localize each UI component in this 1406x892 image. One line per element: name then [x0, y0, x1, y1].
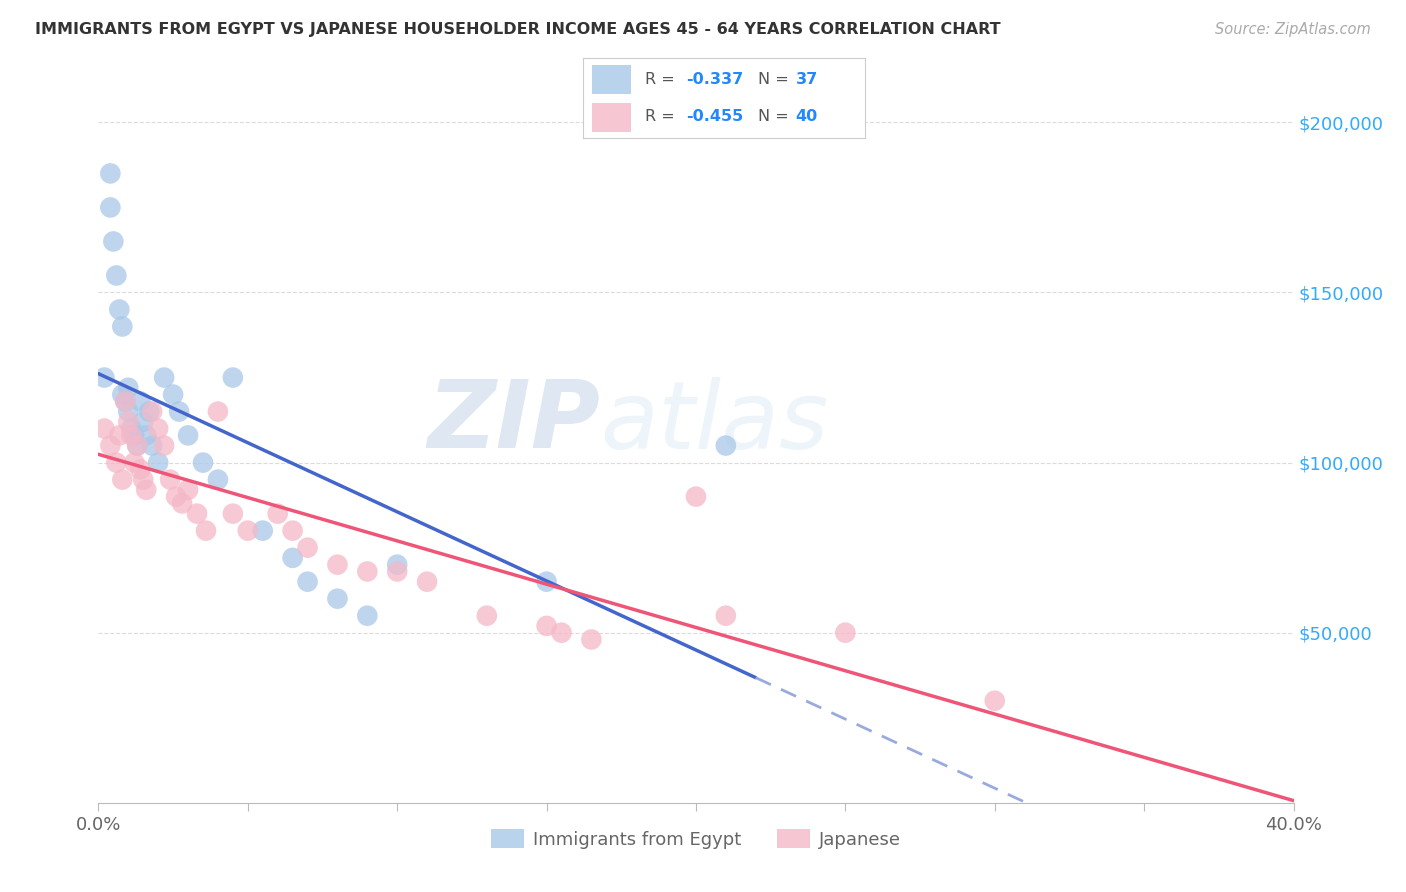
- Point: [93, 370, 115, 384]
- Point: [536, 574, 558, 589]
- Point: [326, 591, 349, 606]
- Point: [186, 507, 208, 521]
- Point: [297, 574, 319, 589]
- Point: [105, 268, 128, 283]
- Point: [167, 404, 190, 418]
- Text: 40: 40: [796, 109, 818, 124]
- Point: [550, 625, 572, 640]
- Point: [141, 439, 163, 453]
- Point: [135, 428, 157, 442]
- Text: R =: R =: [645, 72, 681, 87]
- Point: [148, 456, 170, 470]
- Point: [162, 387, 184, 401]
- Point: [111, 319, 134, 334]
- Point: [135, 483, 157, 497]
- Point: [177, 483, 200, 497]
- Point: [222, 507, 245, 521]
- Point: [132, 473, 155, 487]
- Point: [120, 421, 142, 435]
- Point: [281, 524, 304, 538]
- Point: [132, 415, 155, 429]
- Text: -0.455: -0.455: [686, 109, 744, 124]
- Point: [108, 428, 131, 442]
- Point: [117, 404, 139, 418]
- Point: [127, 439, 149, 453]
- Text: R =: R =: [645, 109, 681, 124]
- Point: [195, 524, 218, 538]
- Legend: Immigrants from Egypt, Japanese: Immigrants from Egypt, Japanese: [484, 822, 908, 856]
- Text: N =: N =: [758, 109, 794, 124]
- Point: [297, 541, 319, 555]
- Point: [117, 381, 139, 395]
- Point: [207, 404, 229, 418]
- Text: -0.337: -0.337: [686, 72, 744, 87]
- Point: [124, 456, 146, 470]
- Point: [98, 166, 122, 180]
- Point: [236, 524, 259, 538]
- Point: [177, 428, 200, 442]
- Point: [127, 439, 149, 453]
- Point: [984, 694, 1007, 708]
- Point: [834, 625, 856, 640]
- Point: [114, 394, 136, 409]
- Point: [120, 428, 142, 442]
- Point: [129, 462, 152, 476]
- FancyBboxPatch shape: [592, 103, 631, 132]
- Point: [165, 490, 187, 504]
- Point: [98, 201, 122, 215]
- Point: [685, 490, 707, 504]
- Point: [103, 235, 125, 249]
- Point: [356, 565, 378, 579]
- Point: [129, 394, 152, 409]
- Point: [93, 421, 115, 435]
- Text: ZIP: ZIP: [427, 376, 600, 468]
- Point: [141, 404, 163, 418]
- Text: N =: N =: [758, 72, 794, 87]
- Point: [252, 524, 274, 538]
- Point: [111, 473, 134, 487]
- Point: [191, 456, 214, 470]
- Point: [148, 421, 170, 435]
- Point: [98, 439, 122, 453]
- Point: [105, 456, 128, 470]
- Point: [159, 473, 181, 487]
- Point: [581, 632, 603, 647]
- Point: [416, 574, 439, 589]
- Point: [536, 619, 558, 633]
- Point: [222, 370, 245, 384]
- Text: Source: ZipAtlas.com: Source: ZipAtlas.com: [1215, 22, 1371, 37]
- Text: atlas: atlas: [600, 377, 828, 468]
- Point: [108, 302, 131, 317]
- Text: IMMIGRANTS FROM EGYPT VS JAPANESE HOUSEHOLDER INCOME AGES 45 - 64 YEARS CORRELAT: IMMIGRANTS FROM EGYPT VS JAPANESE HOUSEH…: [35, 22, 1001, 37]
- Point: [714, 439, 737, 453]
- Point: [714, 608, 737, 623]
- FancyBboxPatch shape: [592, 65, 631, 95]
- Point: [138, 404, 160, 418]
- Point: [385, 565, 409, 579]
- Point: [475, 608, 498, 623]
- Point: [117, 415, 139, 429]
- Point: [326, 558, 349, 572]
- Point: [124, 428, 146, 442]
- Point: [356, 608, 378, 623]
- Point: [267, 507, 290, 521]
- Point: [385, 558, 409, 572]
- Point: [281, 550, 304, 565]
- Point: [153, 439, 176, 453]
- Point: [207, 473, 229, 487]
- Point: [172, 496, 194, 510]
- Point: [153, 370, 176, 384]
- Point: [114, 394, 136, 409]
- Text: 37: 37: [796, 72, 818, 87]
- Point: [111, 387, 134, 401]
